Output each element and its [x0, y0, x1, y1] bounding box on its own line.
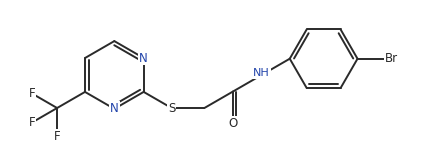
- Text: F: F: [29, 87, 36, 100]
- Text: O: O: [228, 117, 237, 130]
- Text: F: F: [54, 130, 60, 143]
- Text: NH: NH: [253, 68, 270, 78]
- Text: S: S: [168, 102, 175, 114]
- Text: F: F: [29, 116, 36, 129]
- Text: Br: Br: [385, 52, 398, 65]
- Text: N: N: [139, 52, 148, 65]
- Text: N: N: [110, 102, 119, 115]
